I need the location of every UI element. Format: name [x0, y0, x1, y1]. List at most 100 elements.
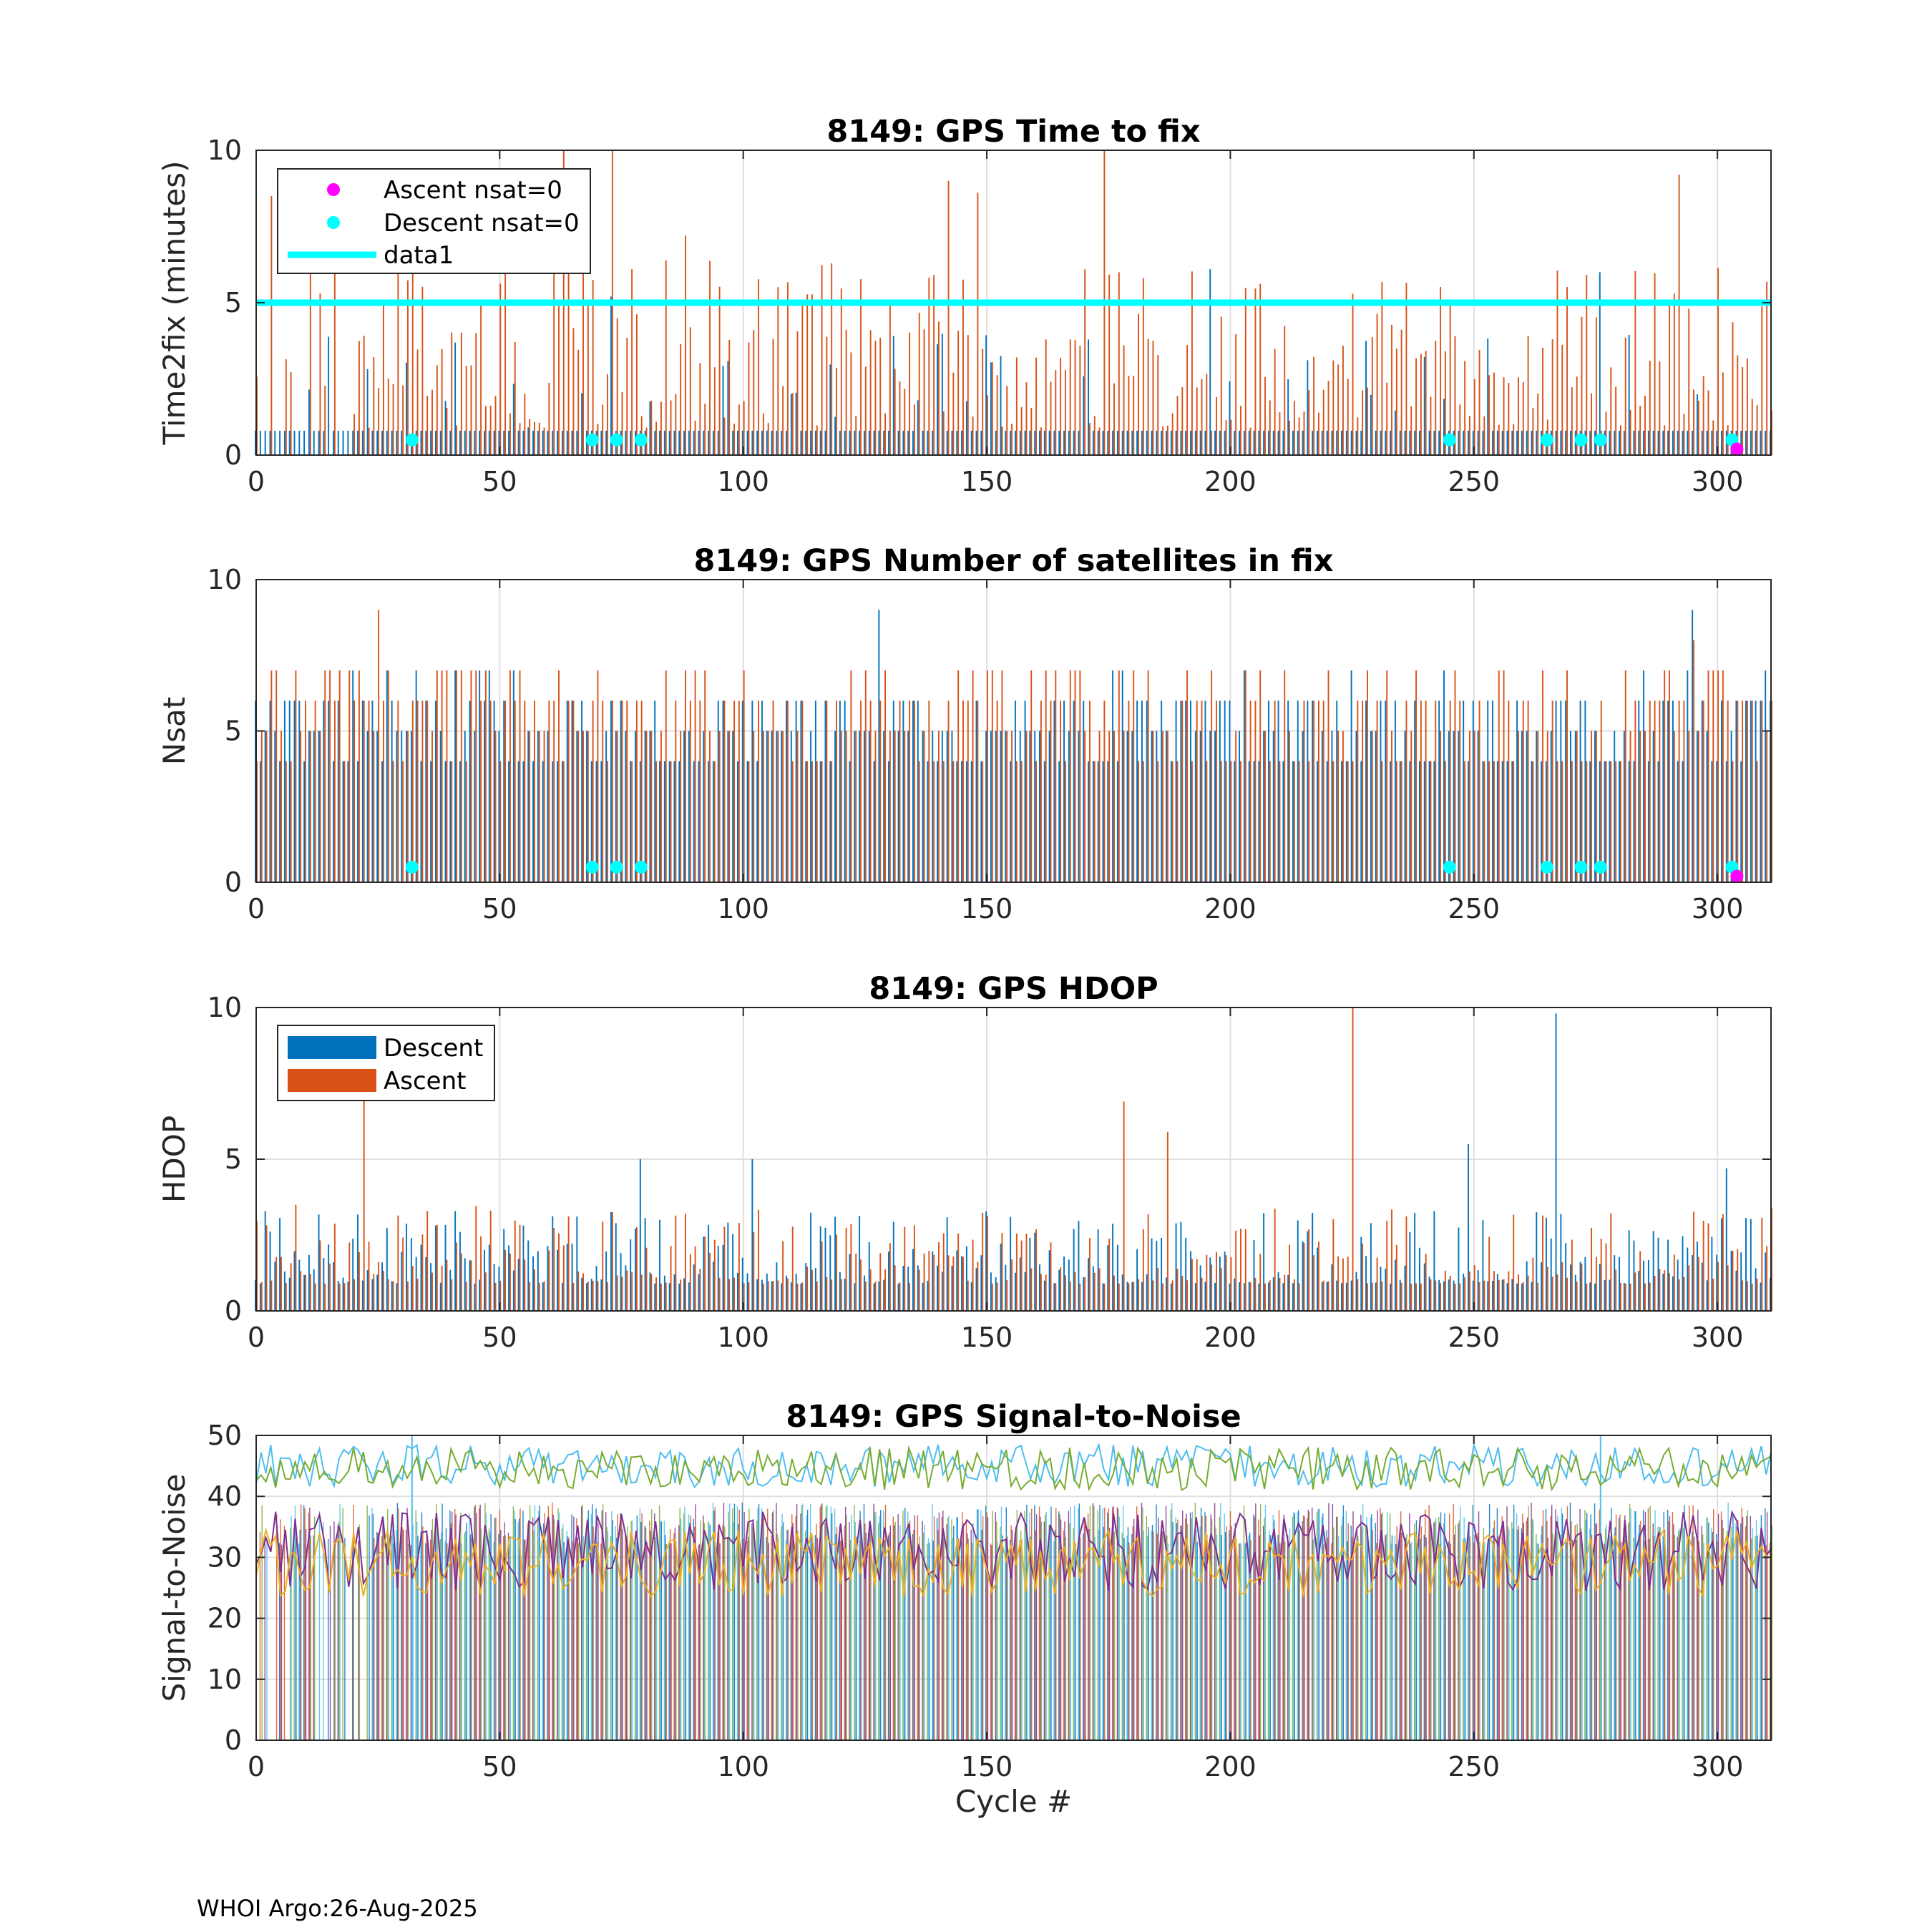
snr-bar [883, 1510, 884, 1740]
descent-bar [1307, 360, 1309, 455]
snr-bar [303, 1505, 305, 1740]
snr-bar [1224, 1513, 1225, 1740]
ascent-bar [305, 701, 306, 882]
ascent-bar [1006, 731, 1008, 882]
descent-bar [1297, 1220, 1299, 1311]
ascent-bar [1615, 1269, 1617, 1311]
snr-bar [1177, 1519, 1179, 1740]
ascent-bar [864, 1281, 867, 1311]
descent-bar [527, 427, 530, 455]
ascent-bar [1697, 1257, 1699, 1311]
descent-bar [469, 430, 471, 455]
ascent-bar [436, 365, 438, 455]
snr-bar [1011, 1529, 1013, 1740]
descent-bar [630, 761, 632, 882]
descent-bar [269, 701, 271, 882]
descent-bar [659, 430, 660, 455]
ascent-bar [635, 701, 638, 882]
snr-bar [1664, 1529, 1666, 1740]
descent-bar [1453, 731, 1455, 882]
descent-bar [985, 731, 987, 882]
snr-bar [1277, 1534, 1279, 1740]
ascent-bar [1347, 1257, 1349, 1311]
descent-bar [1277, 430, 1279, 455]
ascent-bar [977, 192, 979, 455]
snr-bar [840, 1541, 841, 1740]
axes-box [255, 1435, 1772, 1741]
descent-bar [892, 701, 894, 882]
descent-bar [1521, 1283, 1523, 1311]
ascent-bar [524, 394, 526, 455]
ascent-bar [1289, 731, 1291, 882]
descent-bar [917, 701, 919, 882]
ascent-bar [733, 1277, 735, 1311]
snr-bar [522, 1510, 524, 1740]
descent-bar [1365, 341, 1367, 455]
ascent-bar [894, 1265, 896, 1311]
snr-bar [1644, 1512, 1646, 1740]
ascent-bar [1376, 313, 1378, 455]
descent-bar [557, 430, 559, 455]
descent-bar [717, 701, 719, 882]
descent-bar [449, 430, 452, 455]
ascent-bar [1030, 670, 1033, 882]
ascent-bar [786, 1278, 789, 1311]
descent-bar [1482, 761, 1484, 882]
snr-bar [960, 1541, 962, 1740]
descent-bar [1336, 1280, 1338, 1311]
ascent-bar [1342, 1258, 1344, 1311]
ascent-bar [1420, 1283, 1422, 1311]
descent-bar [1292, 761, 1294, 882]
descent-bar [1711, 761, 1713, 882]
snr-bar [485, 1512, 487, 1740]
snr-bar [476, 1513, 477, 1740]
ascent-bar [1430, 396, 1432, 455]
descent-bar [1097, 1229, 1099, 1311]
descent-bar [1112, 670, 1114, 882]
ascent-bar [1084, 731, 1086, 882]
ascent-bar [1342, 731, 1344, 882]
descent-bar [1243, 1283, 1245, 1311]
snr-bar [1463, 1517, 1465, 1740]
snr-bar [278, 1543, 280, 1740]
snr-bar [1289, 1528, 1291, 1740]
ascent-bar [1527, 336, 1529, 455]
snr-bar [771, 1512, 774, 1740]
snr-bar [914, 1515, 916, 1740]
ascent-bar [1225, 761, 1227, 882]
descent-bar [1545, 1217, 1547, 1311]
ascent-bar [1011, 424, 1013, 455]
descent-bar [1560, 1214, 1562, 1311]
descent-bar [912, 701, 914, 882]
ascent-bar [1634, 701, 1636, 882]
ascent-bar [338, 670, 341, 882]
descent-bar [897, 1283, 899, 1311]
snr-bar [1706, 1517, 1707, 1740]
descent-bar [552, 430, 554, 455]
descent-bar [1511, 1279, 1513, 1311]
ascent-bar [460, 670, 462, 882]
ascent-bar [1732, 1251, 1734, 1311]
ascent-bar [840, 1279, 842, 1311]
snr-bar [991, 1545, 992, 1740]
descent-bar [1536, 430, 1538, 455]
snr-bar [1730, 1526, 1732, 1740]
ascent-bar [699, 701, 701, 882]
ascent-bar [1011, 1259, 1013, 1311]
ascent-bar [1440, 731, 1442, 882]
ascent-bar [918, 761, 920, 882]
descent-bar [683, 1278, 686, 1311]
ascent-bar [1084, 269, 1086, 455]
snr-bar [1365, 1525, 1367, 1740]
descent-bar [1194, 1283, 1196, 1311]
ascent-bar [1308, 761, 1310, 882]
descent-bar [805, 761, 807, 882]
ascent-bar [1157, 761, 1159, 882]
snr-bar [1581, 1544, 1583, 1740]
snr-bar [567, 1536, 569, 1740]
ascent-bar [1069, 670, 1071, 882]
ascent-bar [1313, 356, 1315, 455]
snr-bar [1677, 1531, 1679, 1740]
snr-bar [1674, 1534, 1675, 1740]
snr-bar [1172, 1521, 1174, 1740]
